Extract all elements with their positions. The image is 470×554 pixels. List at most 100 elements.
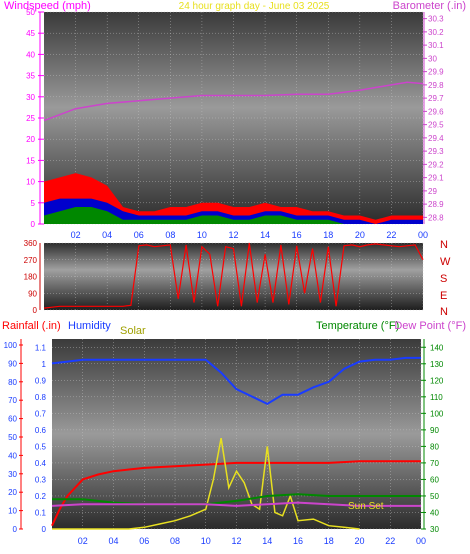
x-tick-label: 20 bbox=[355, 230, 365, 240]
humidity-tick-label: 80 bbox=[8, 378, 17, 387]
temperature-tick-label: 40 bbox=[430, 508, 439, 517]
windspeed-tick-label: 25 bbox=[26, 114, 35, 123]
rainfall-tick-label: 0.2 bbox=[35, 492, 47, 501]
humidity-tick-label: 90 bbox=[8, 359, 17, 368]
windspeed-tick-label: 15 bbox=[26, 156, 35, 165]
temperature-line bbox=[52, 493, 421, 506]
climate-panel-axes: 02 04 06 08 10 12 14 16 18 20 22 0000.10.20.30.40.5… bbox=[4, 339, 444, 546]
windspeed-tick-label: 45 bbox=[26, 29, 35, 38]
barometer-tick-label: 30.1 bbox=[428, 41, 444, 50]
rainfall-tick-label: 0.7 bbox=[35, 409, 47, 418]
barometer-line bbox=[43, 81, 424, 122]
windspeed-tick-label: 0 bbox=[31, 220, 36, 229]
humidity-axis-title: Humidity bbox=[68, 320, 111, 332]
barometer-tick-label: 29.7 bbox=[428, 94, 444, 103]
x-tick-label: 18 bbox=[323, 230, 333, 240]
x-tick-label: 22 bbox=[386, 230, 396, 240]
direction-panel-series bbox=[43, 242, 424, 309]
x-tick-label: 22 bbox=[385, 536, 395, 546]
temperature-tick-label: 90 bbox=[430, 426, 439, 435]
direction-tick-label: 90 bbox=[28, 289, 37, 298]
climate-panel-bg bbox=[52, 339, 421, 529]
temperature-tick-label: 130 bbox=[430, 360, 444, 369]
temperature-tick-label: 80 bbox=[430, 442, 439, 451]
barometer-tick-label: 29.6 bbox=[428, 107, 444, 116]
direction-tick-label: 180 bbox=[24, 273, 38, 282]
rainfall-tick-label: 0.1 bbox=[35, 508, 47, 517]
barometer-tick-label: 29.2 bbox=[428, 160, 444, 169]
direction-panel-grid bbox=[44, 242, 424, 311]
rainfall-tick-label: 1 bbox=[42, 360, 47, 369]
x-tick-label: 16 bbox=[293, 536, 303, 546]
windspeed-tick-label: 5 bbox=[31, 199, 36, 208]
barometer-tick-label: 30.2 bbox=[428, 28, 444, 37]
x-tick-label: 12 bbox=[231, 536, 241, 546]
windspeed-tick-label: 35 bbox=[26, 72, 35, 81]
barometer-tick-label: 29.9 bbox=[428, 68, 444, 77]
x-tick-label: 08 bbox=[170, 536, 180, 546]
windspeed-min-area bbox=[44, 207, 423, 224]
solar-line bbox=[52, 437, 360, 530]
barometer-tick-label: 30.3 bbox=[428, 15, 444, 24]
dewpoint-axis-title: Dew Point (°F) bbox=[394, 320, 466, 332]
barometer-tick-label: 29.8 bbox=[428, 81, 444, 90]
temperature-tick-label: 50 bbox=[430, 492, 439, 501]
wind-direction-line bbox=[43, 242, 424, 309]
temperature-tick-label: 70 bbox=[430, 459, 439, 468]
dewpoint-line bbox=[51, 501, 421, 507]
direction-tick-label: 360 bbox=[24, 239, 38, 248]
x-tick-label: 18 bbox=[324, 536, 334, 546]
rainfall-tick-label: 0.8 bbox=[35, 393, 47, 402]
x-tick-label: 08 bbox=[165, 230, 175, 240]
direction-label-n-bottom: N bbox=[440, 306, 448, 318]
wind-panel-grid bbox=[44, 11, 424, 225]
rainfall-tick-label: 1.1 bbox=[35, 343, 47, 352]
x-tick-label: 06 bbox=[134, 230, 144, 240]
x-tick-label: 00 bbox=[416, 536, 426, 546]
windspeed-tick-label: 30 bbox=[26, 93, 35, 102]
direction-panel-axes: 0 90 180 270 360 bbox=[24, 239, 41, 315]
barometer-tick-label: 29.4 bbox=[428, 134, 444, 143]
x-tick-label: 00 bbox=[418, 230, 428, 240]
sunset-annotation: Sun Set bbox=[348, 501, 384, 512]
direction-tick-label: 0 bbox=[33, 306, 38, 315]
humidity-tick-label: 60 bbox=[8, 415, 17, 424]
humidity-tick-label: 20 bbox=[8, 488, 17, 497]
direction-tick-label: 270 bbox=[24, 256, 38, 265]
humidity-tick-label: 0 bbox=[13, 525, 18, 534]
solar-axis-title: Solar bbox=[120, 325, 146, 337]
barometer-tick-label: 29.1 bbox=[428, 174, 444, 183]
temperature-tick-label: 60 bbox=[430, 475, 439, 484]
rainfall-tick-label: 0.5 bbox=[35, 442, 47, 451]
x-tick-label: 20 bbox=[354, 536, 364, 546]
barometer-axis-title: Barometer (.in) bbox=[393, 0, 466, 12]
direction-label-w: W bbox=[440, 256, 451, 268]
chart-title: 24 hour graph day - June 03 2025 bbox=[179, 1, 330, 12]
wind-panel-axes: 02 04 06 08 10 12 14 16 18 20 22 000510152025303540… bbox=[26, 8, 444, 240]
humidity-tick-label: 100 bbox=[4, 341, 18, 350]
temperature-tick-label: 120 bbox=[430, 376, 444, 385]
rainfall-tick-label: 0 bbox=[42, 525, 47, 534]
temperature-tick-label: 110 bbox=[430, 393, 443, 402]
temperature-tick-label: 100 bbox=[430, 409, 444, 418]
direction-label-n-top: N bbox=[440, 239, 448, 251]
humidity-line bbox=[51, 356, 421, 406]
x-tick-label: 02 bbox=[71, 230, 81, 240]
rainfall-tick-label: 0.4 bbox=[35, 459, 47, 468]
direction-label-e: E bbox=[440, 290, 447, 302]
wind-panel-series bbox=[43, 81, 424, 224]
barometer-tick-label: 29.3 bbox=[428, 147, 444, 156]
direction-label-s: S bbox=[440, 273, 447, 285]
x-tick-label: 16 bbox=[292, 230, 302, 240]
barometer-tick-label: 30 bbox=[428, 54, 437, 63]
rainfall-tick-label: 0.9 bbox=[35, 376, 47, 385]
barometer-tick-label: 29.5 bbox=[428, 121, 444, 130]
rainfall-tick-label: 0.6 bbox=[35, 426, 47, 435]
x-tick-label: 04 bbox=[108, 536, 118, 546]
rainfall-line bbox=[51, 460, 421, 527]
temperature-tick-label: 30 bbox=[430, 525, 439, 534]
humidity-tick-label: 70 bbox=[8, 396, 17, 405]
rainfall-axis-title: Rainfall (.in) bbox=[2, 320, 61, 332]
humidity-tick-label: 50 bbox=[8, 433, 17, 442]
